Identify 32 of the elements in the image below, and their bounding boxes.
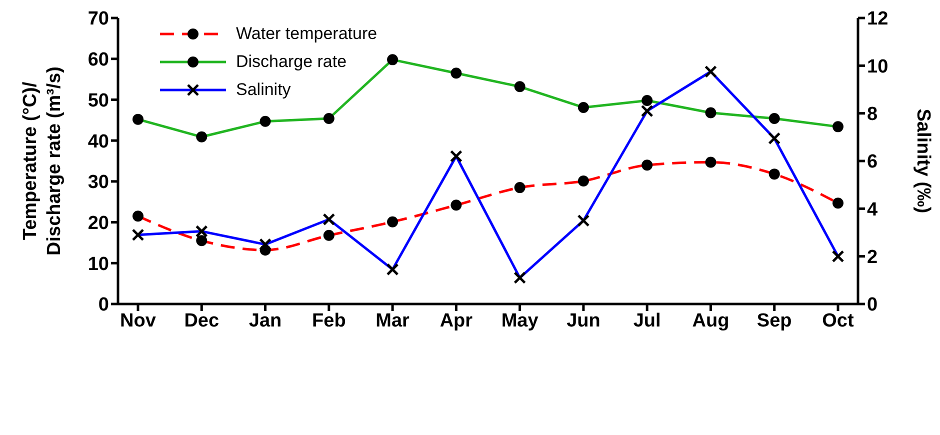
x-tick-label: Apr: [440, 310, 474, 332]
x-tick-label: Sep: [756, 310, 792, 332]
y2-tick-label: 8: [867, 104, 878, 126]
y-axis-title: Temperature (°C)/ Discharge rate (m³/s): [20, 66, 65, 256]
x-tick-label: Jan: [248, 310, 282, 332]
y-tick-label: 10: [88, 254, 109, 275]
y2-tick-label: 4: [867, 199, 878, 220]
x-tick-label: Jun: [566, 310, 600, 332]
y2-tick-label: 12: [867, 8, 888, 30]
y2-tick-label: 0: [867, 294, 878, 316]
x-tick-label: Feb: [312, 310, 346, 332]
x-tick-label: Dec: [184, 310, 220, 332]
x-tick-label: Mar: [376, 310, 410, 332]
x-tick-label: Aug: [692, 310, 730, 332]
y-tick-label: 50: [88, 90, 109, 112]
y2-tick-label: 10: [867, 56, 888, 78]
x-tick-label: Nov: [120, 310, 156, 332]
y2-tick-label: 2: [867, 247, 878, 268]
legend-label: Water temperature: [236, 24, 378, 44]
x-tick-label: May: [501, 310, 539, 332]
x-tick-label: Oct: [822, 310, 854, 332]
y2-axis-title: Salinity (‰): [912, 108, 934, 214]
y-tick-label: 40: [88, 131, 109, 152]
y-tick-label: 30: [88, 172, 109, 194]
y-tick-label: 0: [98, 294, 109, 316]
x-tick-label: Jul: [633, 310, 661, 332]
y-tick-label: 70: [88, 8, 109, 30]
legend-label: Salinity: [236, 80, 291, 100]
legend-label: Discharge rate: [236, 52, 347, 72]
y-tick-label: 20: [88, 213, 109, 234]
y2-tick-label: 6: [867, 152, 878, 173]
y-tick-label: 60: [88, 50, 109, 71]
